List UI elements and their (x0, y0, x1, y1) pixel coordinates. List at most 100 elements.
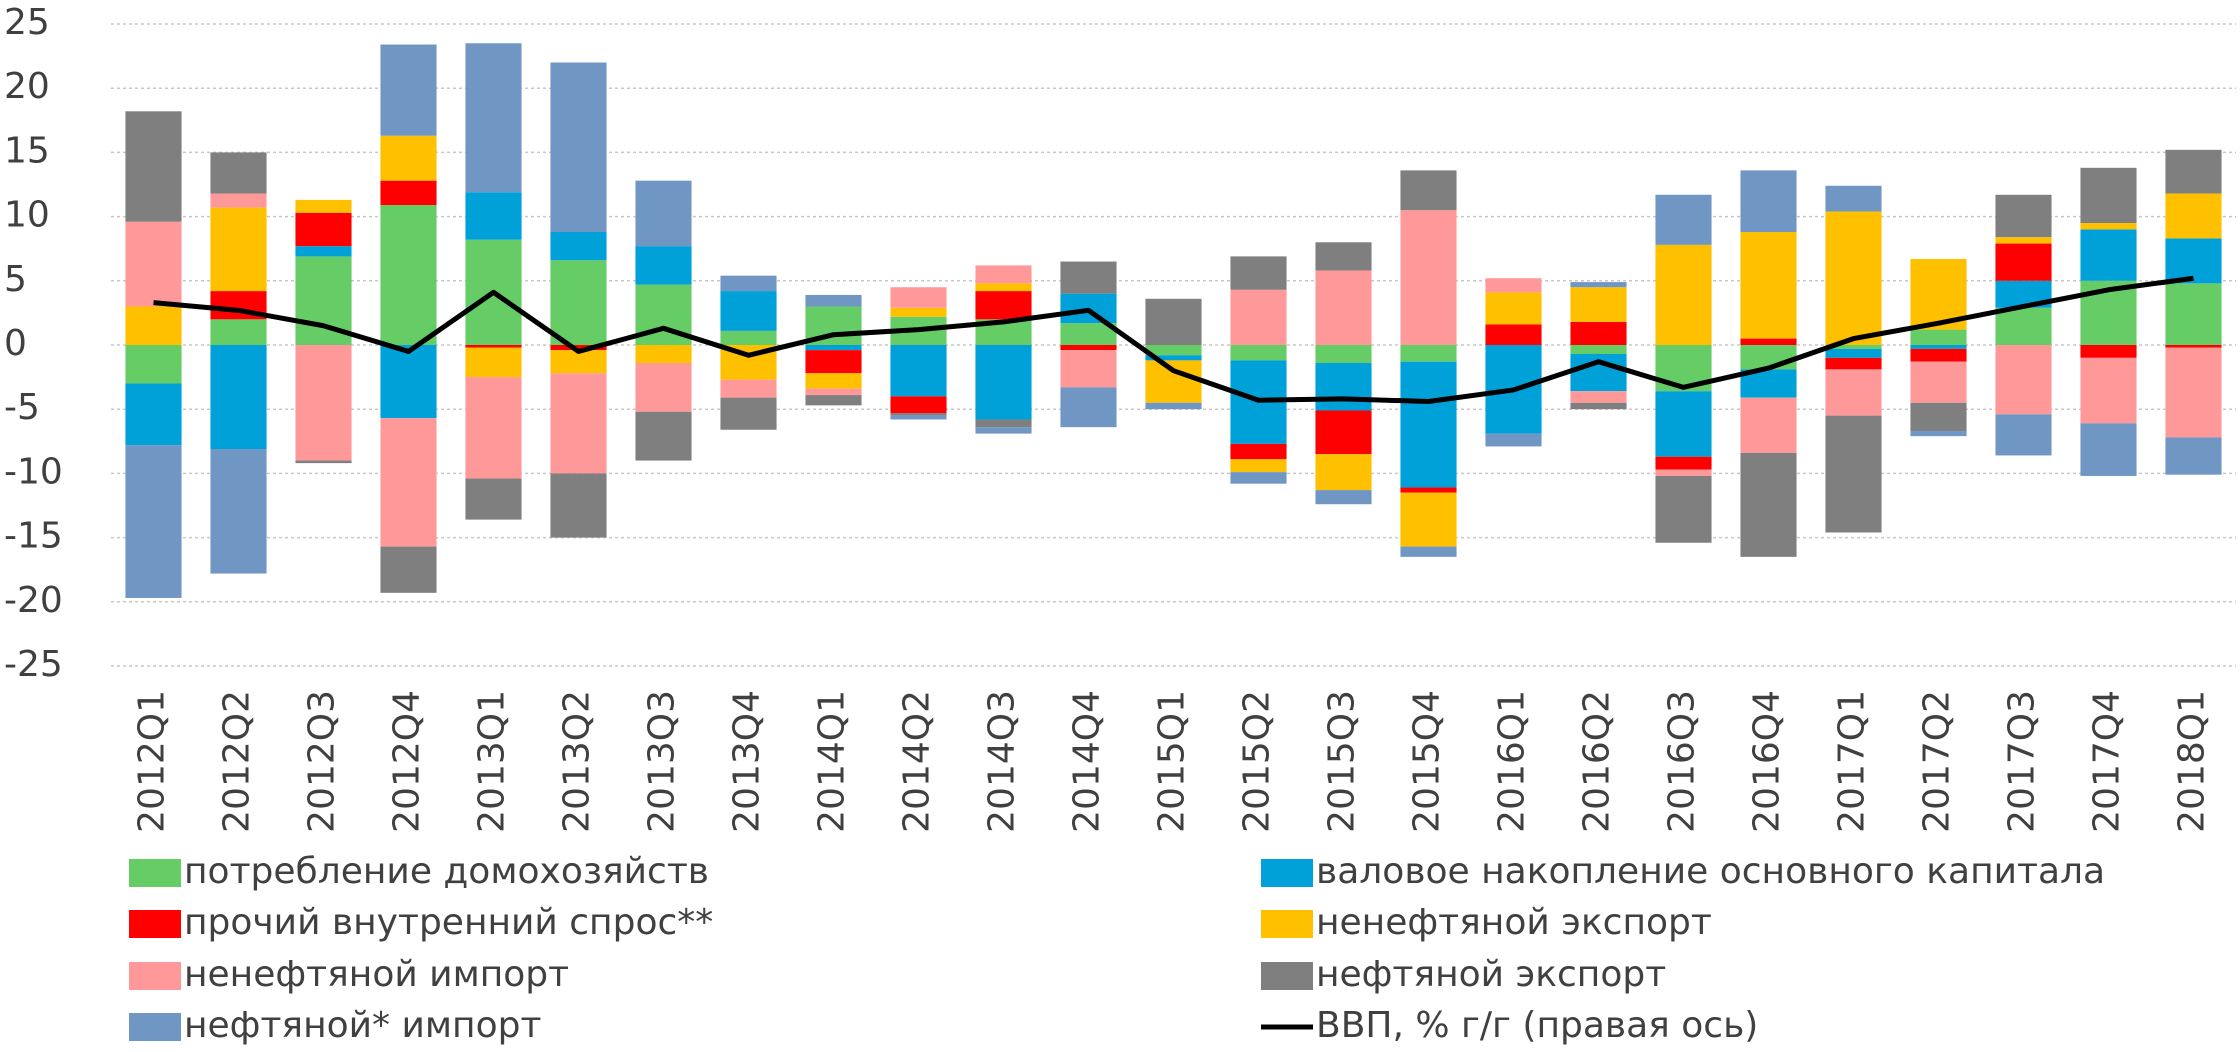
y-tick-label: -25 (4, 644, 63, 685)
legend-label: валовое накопление основного капитала (1316, 851, 2105, 892)
x-tick-label: 2012Q1 (132, 690, 173, 833)
bar-segment (2165, 345, 2222, 348)
bar-segment (1570, 345, 1627, 354)
y-tick-label: -10 (4, 451, 63, 492)
bar-segment (1145, 355, 1202, 361)
y-tick-label: 5 (4, 259, 27, 300)
legend-label: потребление домохозяйств (184, 851, 709, 892)
bar-segment (465, 192, 522, 240)
bar-segment (720, 275, 777, 292)
bar-segment (2080, 357, 2137, 424)
line (153, 275, 2194, 404)
bar-segment (805, 350, 862, 374)
bar-segment (1315, 270, 1372, 345)
bar-segment (125, 345, 182, 384)
bar-segment (2080, 223, 2137, 230)
bar-segment (380, 205, 437, 345)
bar-segment (380, 418, 437, 547)
legend-item: нефтяной экспорт (1261, 954, 1666, 995)
bar-segment (975, 291, 1032, 320)
legend-label: прочий внутренний спрос** (184, 902, 713, 943)
x-tick-label: 2014Q2 (897, 690, 938, 833)
bar-segment (550, 373, 607, 474)
bar-segment (1230, 472, 1287, 484)
legend-item: нефтяной* импорт (129, 1005, 541, 1046)
x-tick-label: 2012Q3 (302, 690, 343, 833)
bar-segment (2165, 238, 2222, 284)
x-tick-label: 2014Q1 (812, 690, 853, 833)
bar-segment (975, 283, 1032, 292)
bar-segment (550, 473, 607, 538)
x-tick-label: 2015Q1 (1152, 690, 1193, 833)
bar-segment (1400, 345, 1457, 362)
bar-segment (465, 377, 522, 479)
bar-segment (1825, 211, 1882, 345)
bar-segment (2165, 437, 2222, 475)
bar-segment (635, 362, 692, 412)
bar-segment (2165, 347, 2222, 438)
x-tick-label: 2014Q4 (1067, 690, 1108, 833)
bar-segment (210, 319, 267, 345)
bar-segment (1995, 414, 2052, 456)
bar-segment (805, 395, 862, 406)
x-tick-label: 2013Q2 (557, 690, 598, 833)
bar-segment (550, 62, 607, 233)
bar-segment (2080, 229, 2137, 281)
x-tick-label: 2017Q3 (2002, 690, 2043, 833)
bar-segment (1230, 443, 1287, 460)
legend-label: нефтяной* импорт (184, 1005, 541, 1046)
legend-swatch (129, 1013, 181, 1041)
y-tick-label: 10 (4, 195, 50, 236)
bar-segment (1910, 361, 1967, 403)
bar-segment (2165, 149, 2222, 194)
x-tick-label: 2013Q3 (642, 690, 683, 833)
bar-segment (635, 180, 692, 247)
bar-segment (1655, 469, 1712, 476)
bar-segment (210, 152, 267, 194)
bar-segment (1145, 402, 1202, 410)
bar-segment (805, 345, 862, 351)
legend-label: ВВП, % г/г (правая ось) (1316, 1005, 1758, 1046)
bar-segment (1570, 391, 1627, 403)
bar-segment (975, 427, 1032, 434)
bar-segment (1315, 345, 1372, 363)
bar-segment (1655, 194, 1712, 245)
bar-segment (1655, 391, 1712, 457)
bar-segment (125, 111, 182, 222)
y-tick-label: 25 (4, 2, 50, 43)
bar-segment (1400, 170, 1457, 211)
bar-segment (1825, 185, 1882, 212)
bar-segment (1145, 345, 1202, 356)
bar-segment (1315, 362, 1372, 411)
bar-segment (1485, 278, 1542, 293)
bar-segment (1655, 456, 1712, 470)
bar-segment (125, 445, 182, 598)
bar-segment (1060, 387, 1117, 428)
bar-segment (1825, 345, 1882, 349)
legend-item: ВВП, % г/г (правая ось) (1261, 1005, 1758, 1046)
bar-segment (1825, 369, 1882, 416)
legend-item: ненефтяной импорт (129, 954, 569, 995)
bar-segment (890, 345, 947, 397)
bar-segment (1995, 243, 2052, 281)
bar-segment (720, 330, 777, 345)
legend-swatch (129, 859, 181, 887)
bar-segment (890, 396, 947, 414)
bar-segment (1060, 261, 1117, 294)
bar-segment (1315, 454, 1372, 491)
bar-segment (890, 307, 947, 317)
bar-segment (1315, 242, 1372, 271)
legend-item: прочий внутренний спрос** (129, 902, 713, 943)
bar-segment (295, 212, 352, 247)
bar-segment (1995, 345, 2052, 415)
bar-segment (1995, 307, 2052, 345)
bar-segment (1910, 431, 1967, 437)
bar-segment (2080, 167, 2137, 224)
x-tick-label: 2016Q1 (1492, 690, 1533, 833)
bar-segment (1910, 329, 1967, 345)
legend-item: потребление домохозяйств (129, 851, 709, 892)
x-tick-label: 2013Q4 (727, 690, 768, 833)
legend-swatch (1261, 962, 1313, 990)
y-tick-label: -15 (4, 516, 63, 557)
